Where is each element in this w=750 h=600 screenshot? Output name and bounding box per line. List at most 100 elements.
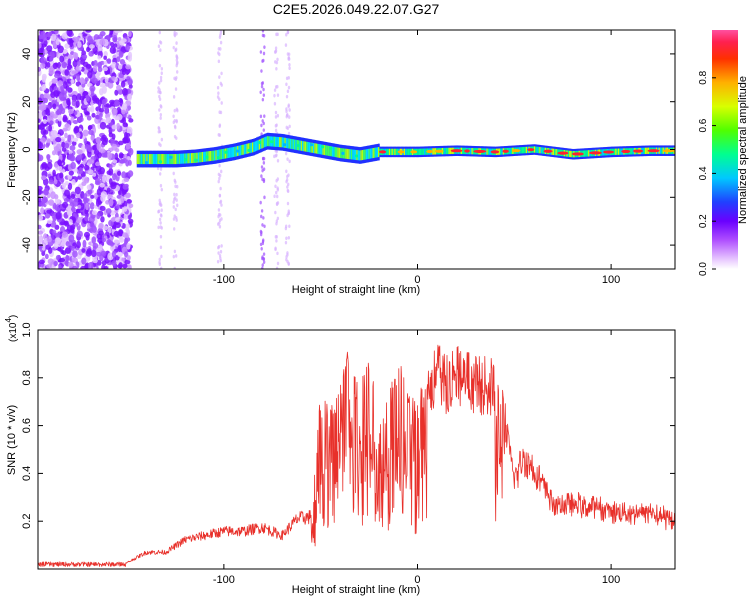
heatmap-noise-cell xyxy=(102,67,108,72)
heatmap-y-tick-label: 20 xyxy=(21,96,33,108)
heatmap-noise-cell xyxy=(41,83,47,91)
heatmap-noise-cell xyxy=(97,55,102,60)
heatmap-streak-cell xyxy=(173,108,176,113)
heatmap-ridge-inner xyxy=(360,150,363,161)
heatmap-noise-cell xyxy=(109,241,114,247)
heatmap-noise-cell xyxy=(49,120,54,125)
heatmap-ridge-inner xyxy=(279,137,281,148)
heatmap-noise-cell xyxy=(42,104,47,110)
heatmap-streak-cell xyxy=(217,212,221,217)
heatmap-ridge-inner xyxy=(353,149,356,160)
heatmap-noise-cell xyxy=(71,257,78,264)
heatmap-ridge-inner xyxy=(139,154,142,165)
heatmap-noise-cell xyxy=(118,51,124,58)
heatmap-streak-cell xyxy=(276,188,280,192)
heatmap-noise-cell xyxy=(40,127,47,136)
heatmap-noise-cell xyxy=(97,169,102,175)
heatmap-ridge-peak xyxy=(490,150,500,154)
snr-exp-base: (x10 xyxy=(8,322,19,342)
heatmap-ridge-inner xyxy=(344,148,346,159)
heatmap-noise-cell xyxy=(54,73,60,79)
heatmap-noise-cell xyxy=(55,110,62,116)
heatmap-noise-cell xyxy=(63,197,70,203)
heatmap-noise-cell xyxy=(112,34,118,43)
heatmap-y-tick-label: -40 xyxy=(21,237,33,253)
heatmap-ridge-inner xyxy=(348,149,350,160)
heatmap-noise-cell xyxy=(98,230,104,236)
heatmap-ridge-inner xyxy=(520,147,523,154)
heatmap-noise-cell xyxy=(78,167,84,175)
heatmap-noise-cell xyxy=(127,264,132,269)
heatmap-streak-cell xyxy=(273,88,277,92)
snr-panel: -100 0 100 0.2 0.4 0.6 0.8 1.0 Height of strai… xyxy=(4,315,676,596)
heatmap-x-label: Height of straight line (km) xyxy=(292,284,420,296)
heatmap-noise-cell xyxy=(72,51,77,59)
heatmap-streak-cell xyxy=(288,159,291,164)
heatmap-noise-cell xyxy=(116,170,122,176)
heatmap-streak-cell xyxy=(172,205,175,209)
heatmap-streak-cell xyxy=(157,44,161,49)
heatmap-streak-cell xyxy=(275,235,278,239)
heatmap-ridge-inner xyxy=(157,154,159,165)
heatmap-ridge-peak xyxy=(410,150,418,154)
heatmap-ridge-inner xyxy=(293,139,296,150)
heatmap-noise-cell xyxy=(84,143,90,150)
heatmap-noise-cell xyxy=(88,39,95,45)
heatmap-ridge-peak xyxy=(632,149,644,153)
colorbar: 0.0 0.2 0.4 0.6 0.8 Normalized spectral ampl… xyxy=(698,30,749,276)
heatmap-noise-cell xyxy=(99,182,105,188)
heatmap-noise-cell xyxy=(88,159,95,165)
heatmap-ridge-inner xyxy=(371,148,373,159)
heatmap-ridge-inner xyxy=(487,148,490,155)
heatmap-noise-cell xyxy=(38,42,42,49)
heatmap-ridge-inner xyxy=(486,148,489,155)
heatmap-ridge-inner xyxy=(266,136,269,147)
heatmap-ridge-speckle xyxy=(282,143,287,147)
heatmap-noise-cell xyxy=(111,76,116,81)
heatmap-noise-cell xyxy=(67,58,72,66)
heatmap-ridge-inner xyxy=(238,145,241,156)
heatmap-noise-cell xyxy=(124,251,129,258)
heatmap-ridge-inner xyxy=(203,151,205,162)
heatmap-noise-cell xyxy=(40,201,45,207)
heatmap-ridge-inner xyxy=(521,147,524,154)
heatmap-ridge-inner xyxy=(420,148,422,155)
heatmap-ridge-peak xyxy=(557,151,569,155)
heatmap-noise-cell xyxy=(119,58,126,65)
heatmap-ridge-inner xyxy=(241,145,243,156)
heatmap-noise-cell xyxy=(112,173,117,181)
heatmap-streak-cell xyxy=(157,209,161,214)
heatmap-noise-cell xyxy=(67,87,73,93)
heatmap-ridge-inner xyxy=(280,137,283,148)
heatmap-ridge-inner xyxy=(601,149,604,156)
heatmap-ridge-inner xyxy=(159,154,162,165)
heatmap-noise-cell xyxy=(45,108,51,116)
snr-y-tick-label: 0.8 xyxy=(21,370,33,385)
heatmap-noise-cell xyxy=(87,70,93,79)
heatmap-noise-cell xyxy=(111,124,118,130)
heatmap-ridge-inner xyxy=(317,143,319,154)
heatmap-ridge-inner xyxy=(644,147,647,154)
heatmap-noise-cell xyxy=(111,250,117,258)
heatmap-ridge-inner xyxy=(138,154,140,165)
heatmap-ridge-inner xyxy=(158,154,161,165)
heatmap-ridge-inner xyxy=(289,138,292,149)
heatmap-noise-cell xyxy=(48,247,53,254)
heatmap-noise-cell xyxy=(110,181,117,190)
colorbar-tick-label: 0.6 xyxy=(698,118,709,132)
heatmap-noise-cell xyxy=(102,225,109,231)
heatmap-ridge-peak xyxy=(473,149,487,154)
heatmap-streak-cell xyxy=(287,85,291,90)
heatmap-ridge-inner xyxy=(273,136,276,147)
heatmap-ridge-inner xyxy=(555,149,558,156)
heatmap-noise-cell xyxy=(83,193,88,201)
heatmap-ridge-inner xyxy=(586,150,589,157)
heatmap-ridge-inner xyxy=(471,148,474,155)
heatmap-ridge-inner xyxy=(394,148,397,156)
heatmap-ridge-inner xyxy=(357,150,360,161)
heatmap-ridge-inner xyxy=(390,148,392,156)
heatmap-noise-cell xyxy=(38,154,44,162)
heatmap-ridge-speckle xyxy=(158,160,163,164)
heatmap-noise-cell xyxy=(117,245,122,253)
heatmap-noise-cell xyxy=(99,83,106,88)
